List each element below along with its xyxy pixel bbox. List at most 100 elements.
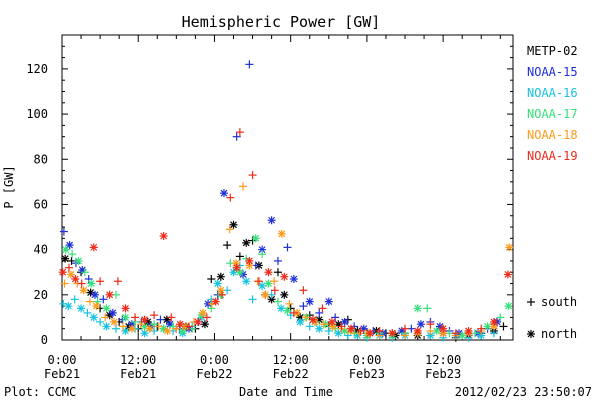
data-point <box>77 279 86 288</box>
marker-legend-north: north <box>541 327 577 341</box>
data-point <box>108 308 117 317</box>
data-point <box>401 324 410 333</box>
data-point <box>96 277 105 286</box>
x-tick-label-date: Feb21 <box>44 367 80 381</box>
data-point <box>273 297 282 306</box>
data-point <box>324 326 333 335</box>
data-point <box>110 317 119 326</box>
data-point <box>176 320 185 329</box>
x-axis-label: Date and Time <box>239 385 333 399</box>
data-point <box>131 313 140 322</box>
data-point <box>299 302 308 311</box>
data-point <box>71 275 80 283</box>
data-point <box>435 322 444 331</box>
y-tick-label: 0 <box>41 333 48 347</box>
data-point <box>99 295 108 304</box>
x-tick-label-date: Feb21 <box>120 367 156 381</box>
x-tick-label-time: 0:00 <box>200 353 229 367</box>
data-point <box>242 238 251 247</box>
legend-entry-noaa-17: NOAA-17 <box>527 107 578 121</box>
plot-credit: Plot: CCMC <box>4 385 76 399</box>
data-point <box>439 324 448 333</box>
data-point <box>225 225 234 234</box>
data-point <box>264 268 273 277</box>
y-tick-label: 60 <box>34 197 48 211</box>
data-point <box>305 297 314 306</box>
data-point <box>127 324 136 333</box>
data-point <box>70 295 79 304</box>
data-point <box>235 268 244 277</box>
data-point <box>235 252 244 261</box>
data-point <box>92 302 101 311</box>
legend-entry-noaa-19: NOAA-19 <box>527 149 578 163</box>
series-noaa-19 <box>58 128 512 338</box>
data-point <box>140 315 149 324</box>
series-noaa-15 <box>59 60 502 340</box>
data-point <box>503 270 512 279</box>
data-point <box>79 286 88 295</box>
legend-entry-noaa-18: NOAA-18 <box>527 128 578 142</box>
marker-legend-south: south <box>541 295 577 309</box>
data-point <box>296 317 305 326</box>
data-point <box>426 326 435 335</box>
data-point <box>235 128 244 137</box>
data-point <box>200 320 209 329</box>
data-point <box>113 277 122 286</box>
data-point <box>111 324 120 333</box>
data-point <box>334 329 343 338</box>
data-point <box>464 326 473 335</box>
data-point <box>60 279 69 288</box>
series-legend: METP-02 NOAA-15 NOAA-16 NOAA-17 NOAA-18 NOAA-… <box>527 44 578 163</box>
data-point <box>251 234 260 243</box>
data-point <box>156 315 165 324</box>
data-point <box>318 304 327 313</box>
data-point <box>483 322 492 331</box>
data-point <box>85 297 94 306</box>
data-point <box>283 306 292 315</box>
data-point <box>207 275 216 283</box>
data-point <box>223 241 232 250</box>
data-point <box>136 320 145 329</box>
data-point <box>270 286 279 295</box>
data-point <box>89 313 98 322</box>
x-tick-label-time: 0:00 <box>48 353 77 367</box>
plus-marker-icon <box>527 298 535 306</box>
data-point <box>64 302 73 311</box>
data-point <box>416 320 425 329</box>
data-point <box>505 243 514 252</box>
data-point <box>308 315 317 324</box>
data-point <box>61 254 70 263</box>
x-tick-label-time: 0:00 <box>352 353 381 367</box>
data-point <box>289 275 298 283</box>
y-axis: 0 20 40 60 80 100 120 <box>26 45 513 347</box>
data-point <box>163 326 172 335</box>
data-point <box>83 308 92 317</box>
data-points <box>58 60 514 342</box>
x-tick-label-date: Feb22 <box>196 367 232 381</box>
data-point <box>388 329 397 338</box>
x-axis: 0:00Feb2112:00Feb210:00Feb2212:00Feb220:… <box>44 35 501 381</box>
data-point <box>61 245 70 254</box>
data-point <box>245 256 254 265</box>
data-point <box>305 322 314 331</box>
data-point <box>248 171 257 180</box>
data-point <box>118 322 127 331</box>
data-point <box>216 272 225 281</box>
data-point <box>218 290 227 299</box>
data-point <box>185 322 194 331</box>
data-point <box>289 308 298 317</box>
legend-entry-noaa-16: NOAA-16 <box>527 86 578 100</box>
data-point <box>366 329 375 338</box>
y-tick-label: 100 <box>26 107 48 121</box>
data-point <box>477 331 486 340</box>
y-tick-label: 20 <box>34 288 48 302</box>
x-tick-label-time: 12:00 <box>273 353 309 367</box>
y-tick-label: 120 <box>26 62 48 76</box>
data-point <box>347 324 356 333</box>
data-point <box>432 326 441 335</box>
legend-entry-noaa-15: NOAA-15 <box>527 65 578 79</box>
data-point <box>207 304 216 313</box>
data-point <box>96 317 105 326</box>
data-point <box>258 250 267 259</box>
